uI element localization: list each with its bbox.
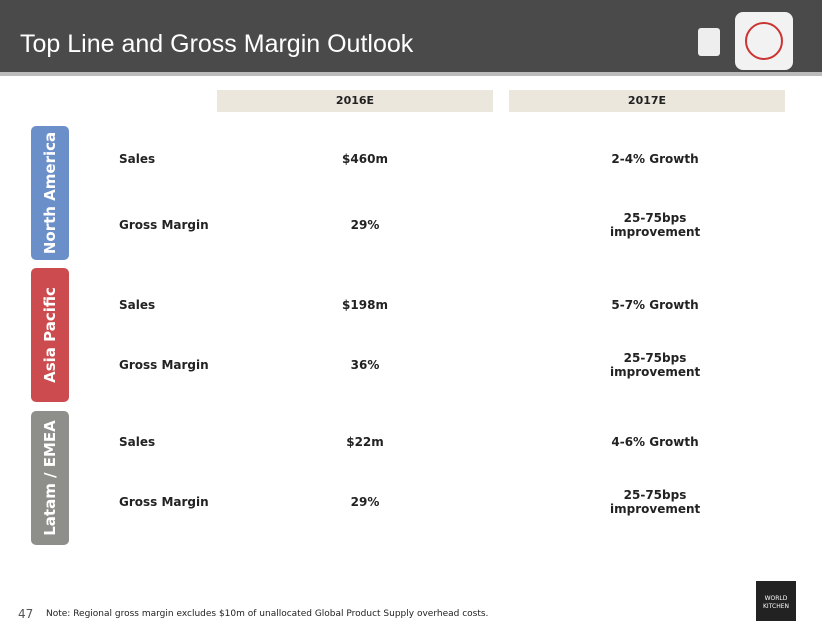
header-image	[698, 12, 793, 70]
header: Top Line and Gross Margin Outlook	[0, 0, 822, 76]
cell: 25-75bps improvement	[610, 351, 701, 379]
column-header: 2016E	[217, 90, 493, 112]
row-label: Sales	[119, 152, 156, 166]
cell: 36%	[350, 358, 380, 372]
row-label: Gross Margin	[119, 358, 209, 372]
row-label: Sales	[119, 435, 156, 449]
cell: $198m	[342, 298, 388, 312]
cell: $22m	[346, 435, 384, 449]
cell: $460m	[342, 152, 388, 166]
cell: 25-75bps improvement	[610, 488, 701, 516]
cell: 25-75bps improvement	[610, 211, 701, 239]
logo-line: WORLD	[764, 595, 788, 602]
region-tab: Asia Pacific	[31, 268, 69, 402]
row-label: Gross Margin	[119, 495, 209, 509]
row-label: Gross Margin	[119, 218, 209, 232]
region-tab: North America	[31, 126, 69, 260]
cell: 5-7% Growth	[611, 298, 699, 312]
cell: 29%	[350, 218, 380, 232]
region-name: Latam / EMEA	[41, 420, 59, 536]
logo: WORLD KITCHEN	[756, 581, 796, 621]
cell: 29%	[350, 495, 380, 509]
title: Top Line and Gross Margin Outlook	[20, 30, 414, 58]
region-tab: Latam / EMEA	[31, 411, 69, 545]
note: Note: Regional gross margin excludes $10…	[46, 609, 489, 619]
page-number: 47	[18, 607, 34, 621]
logo-line: KITCHEN	[763, 603, 789, 610]
cell: 4-6% Growth	[611, 435, 699, 449]
row-label: Sales	[119, 298, 156, 312]
column-header: 2017E	[509, 90, 785, 112]
region-name: North America	[41, 131, 60, 255]
region-name: Asia Pacific	[41, 287, 59, 383]
cell: 2-4% Growth	[611, 152, 699, 166]
